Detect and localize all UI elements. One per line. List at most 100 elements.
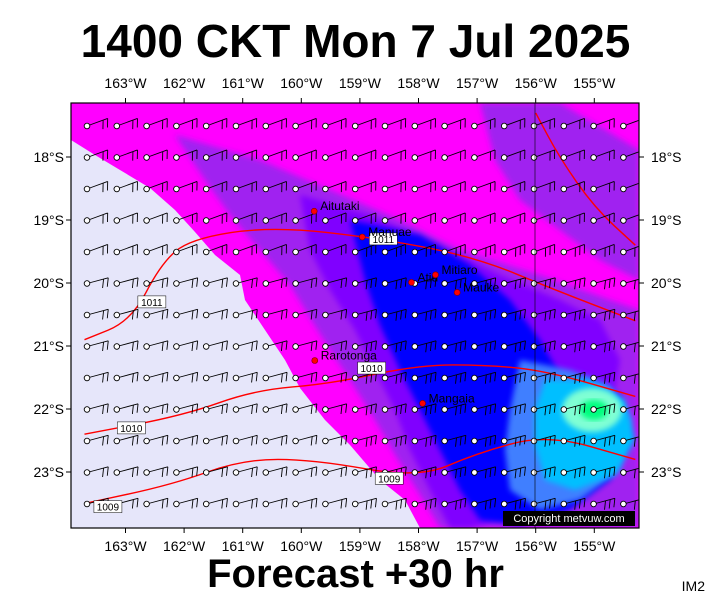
map-title: 1400 CKT Mon 7 Jul 2025 bbox=[80, 15, 631, 67]
barb-feather bbox=[553, 403, 556, 413]
barb-station bbox=[83, 406, 91, 413]
barb-staff bbox=[116, 277, 139, 284]
barb-feather bbox=[136, 466, 139, 476]
barb-feather bbox=[285, 309, 288, 319]
barb-feather bbox=[280, 373, 283, 383]
barb-feather bbox=[544, 406, 547, 416]
barb-station bbox=[381, 406, 389, 413]
barb-staff bbox=[414, 371, 437, 379]
barb-station bbox=[590, 437, 597, 445]
barb-staff bbox=[504, 181, 526, 190]
barb-feather bbox=[604, 374, 606, 384]
barb-feather bbox=[455, 311, 457, 321]
barb-feather bbox=[310, 405, 313, 415]
barb-feather bbox=[375, 309, 377, 319]
wind-barb bbox=[381, 212, 407, 224]
isobar-line bbox=[84, 364, 636, 435]
barb-station bbox=[471, 122, 478, 130]
barb-feather bbox=[255, 498, 258, 508]
barb-station bbox=[471, 406, 478, 413]
barb-station bbox=[560, 122, 568, 130]
barb-staff bbox=[384, 212, 406, 221]
barb-station bbox=[441, 280, 448, 287]
wind-barb bbox=[590, 244, 615, 257]
barb-staff bbox=[295, 308, 317, 316]
barb-feather bbox=[370, 468, 373, 478]
wind-barb bbox=[292, 340, 318, 352]
barb-feather bbox=[574, 469, 577, 479]
barb-feather bbox=[484, 311, 487, 321]
barb-station bbox=[381, 437, 389, 445]
barb-staff bbox=[325, 181, 347, 190]
barb-feather bbox=[102, 310, 105, 320]
wind-barb bbox=[500, 181, 526, 193]
barb-station bbox=[113, 154, 121, 161]
wind-barb bbox=[173, 308, 199, 320]
barb-station bbox=[620, 374, 627, 382]
barb-staff bbox=[474, 118, 496, 127]
barb-feather bbox=[459, 310, 462, 320]
barb-staff bbox=[206, 403, 228, 410]
wind-barb bbox=[173, 118, 198, 130]
barb-staff bbox=[563, 149, 585, 158]
barb-staff bbox=[593, 118, 615, 127]
barb-feather bbox=[489, 436, 492, 446]
lat-label-right: 23°S bbox=[651, 464, 682, 480]
barb-staff bbox=[295, 244, 317, 253]
barb-feather bbox=[613, 498, 616, 508]
barb-station bbox=[202, 374, 210, 382]
lon-label-bottom: 163°W bbox=[104, 538, 147, 554]
barb-feather bbox=[553, 340, 556, 350]
wind-barb bbox=[113, 371, 139, 383]
barb-feather bbox=[131, 310, 134, 320]
wind-barb bbox=[322, 371, 348, 383]
wind-barb bbox=[381, 434, 407, 447]
wind-barb bbox=[232, 371, 258, 383]
barb-feather bbox=[315, 340, 318, 350]
barb-staff bbox=[623, 436, 639, 442]
barb-feather bbox=[345, 340, 348, 350]
wind-barb bbox=[441, 403, 467, 416]
barb-feather bbox=[455, 280, 457, 290]
barb-staff bbox=[414, 497, 437, 505]
lat-label-right: 19°S bbox=[651, 212, 682, 228]
barb-staff bbox=[563, 403, 586, 410]
barb-staff bbox=[563, 181, 585, 190]
lon-label-top: 163°W bbox=[104, 75, 147, 91]
wind-barb bbox=[83, 149, 109, 161]
barb-station bbox=[560, 469, 568, 476]
barb-feather bbox=[613, 403, 616, 413]
barb-staff bbox=[384, 371, 407, 379]
barb-station bbox=[441, 343, 448, 350]
wind-barb bbox=[441, 340, 467, 353]
barb-feather bbox=[196, 309, 199, 319]
barb-staff bbox=[623, 467, 639, 473]
barb-feather bbox=[161, 310, 164, 320]
barb-staff bbox=[504, 371, 526, 379]
barb-staff bbox=[355, 434, 377, 442]
wind-barb bbox=[232, 181, 258, 193]
isobar-label-box bbox=[137, 295, 167, 309]
wind-barb bbox=[590, 118, 615, 130]
barb-feather bbox=[251, 468, 254, 478]
rain-band-upper bbox=[480, 103, 639, 280]
barb-staff bbox=[86, 340, 109, 347]
barb-station bbox=[590, 154, 597, 161]
wind-barb bbox=[471, 340, 497, 353]
barb-feather bbox=[608, 342, 611, 352]
barb-staff bbox=[265, 118, 287, 127]
wind-barb bbox=[292, 149, 317, 161]
barb-staff bbox=[533, 181, 555, 190]
barb-staff bbox=[116, 403, 139, 410]
barb-staff bbox=[593, 403, 615, 410]
barb-station bbox=[560, 248, 568, 256]
barb-feather bbox=[484, 469, 487, 479]
barb-feather bbox=[310, 310, 313, 320]
barb-feather bbox=[583, 372, 586, 382]
isobar-label-text: 1011 bbox=[141, 298, 163, 309]
wind-barb bbox=[113, 466, 139, 478]
wind-barb bbox=[143, 403, 169, 415]
wind-barb bbox=[292, 181, 317, 193]
wind-barb bbox=[351, 497, 377, 510]
barb-station bbox=[441, 217, 448, 224]
